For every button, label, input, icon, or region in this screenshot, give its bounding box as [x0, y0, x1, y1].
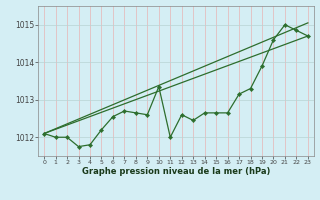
X-axis label: Graphe pression niveau de la mer (hPa): Graphe pression niveau de la mer (hPa) — [82, 167, 270, 176]
